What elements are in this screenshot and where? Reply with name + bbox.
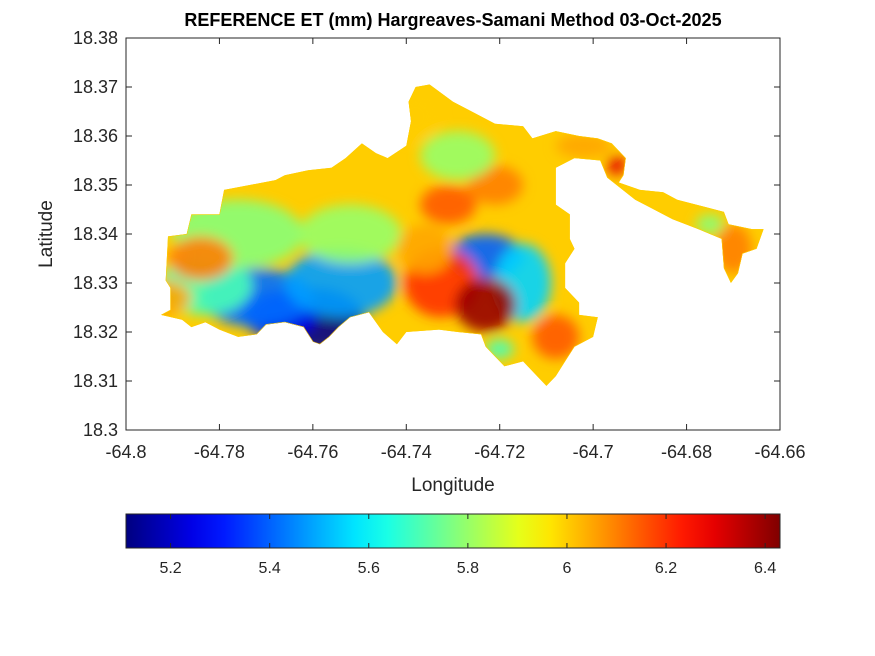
- x-tick-label: -64.68: [661, 442, 712, 462]
- x-axis-label: Longitude: [411, 475, 494, 496]
- y-tick-label: 18.3: [83, 420, 118, 440]
- colorbar: [125, 513, 781, 549]
- et-value-region: [455, 278, 517, 332]
- x-tick-label: -64.78: [194, 442, 245, 462]
- x-tick-label: -64.72: [474, 442, 525, 462]
- colorbar-tick-label: 5.6: [358, 560, 380, 577]
- chart-title: REFERENCE ET (mm) Hargreaves-Samani Meth…: [184, 10, 721, 30]
- et-value-region: [161, 278, 192, 318]
- et-value-region: [420, 131, 496, 181]
- et-value-region: [284, 248, 397, 318]
- et-value-region: [298, 204, 402, 264]
- x-tick-label: -64.7: [573, 442, 614, 462]
- colorbar-tick-label: 6.4: [754, 560, 776, 577]
- colorbar-tick-label: 5.4: [259, 560, 281, 577]
- x-axis-ticks: -64.8 -64.78 -64.76 -64.74 -64.72 -64.7 -64.68…: [105, 38, 806, 462]
- y-tick-label: 18.37: [73, 77, 118, 97]
- colorbar-tick-label: 5.8: [457, 560, 479, 577]
- y-tick-label: 18.38: [73, 28, 118, 48]
- et-value-region: [420, 185, 477, 225]
- colorbar-tick-label: 6.2: [655, 560, 677, 577]
- et-value-region: [168, 236, 234, 281]
- field-outline: [161, 84, 764, 386]
- x-tick-label: -64.66: [754, 442, 805, 462]
- et-value-region: [607, 155, 626, 176]
- y-tick-label: 18.35: [73, 175, 118, 195]
- y-tick-label: 18.32: [73, 322, 118, 342]
- x-tick-label: -64.8: [105, 442, 146, 462]
- et-value-region: [555, 133, 612, 159]
- y-axis-ticks: 18.3 18.31 18.32 18.33 18.34 18.35 18.36 18.37 1…: [73, 28, 780, 440]
- colorbar-tick-label: 5.2: [159, 560, 181, 577]
- et-value-region: [695, 214, 724, 234]
- x-tick-label: -64.74: [381, 442, 432, 462]
- y-tick-label: 18.36: [73, 126, 118, 146]
- et-value-region: [532, 314, 580, 359]
- et-value-region: [467, 165, 523, 205]
- colorbar-tick-label: 6: [563, 560, 572, 577]
- y-tick-label: 18.33: [73, 273, 118, 293]
- y-tick-label: 18.34: [73, 224, 118, 244]
- y-tick-label: 18.31: [73, 371, 118, 391]
- x-tick-label: -64.76: [287, 442, 338, 462]
- et-value-region: [397, 224, 453, 274]
- y-axis-label: Latitude: [36, 200, 57, 268]
- colorbar-ticks: 5.2 5.4 5.6 5.8 6 6.2 6.4: [159, 514, 776, 577]
